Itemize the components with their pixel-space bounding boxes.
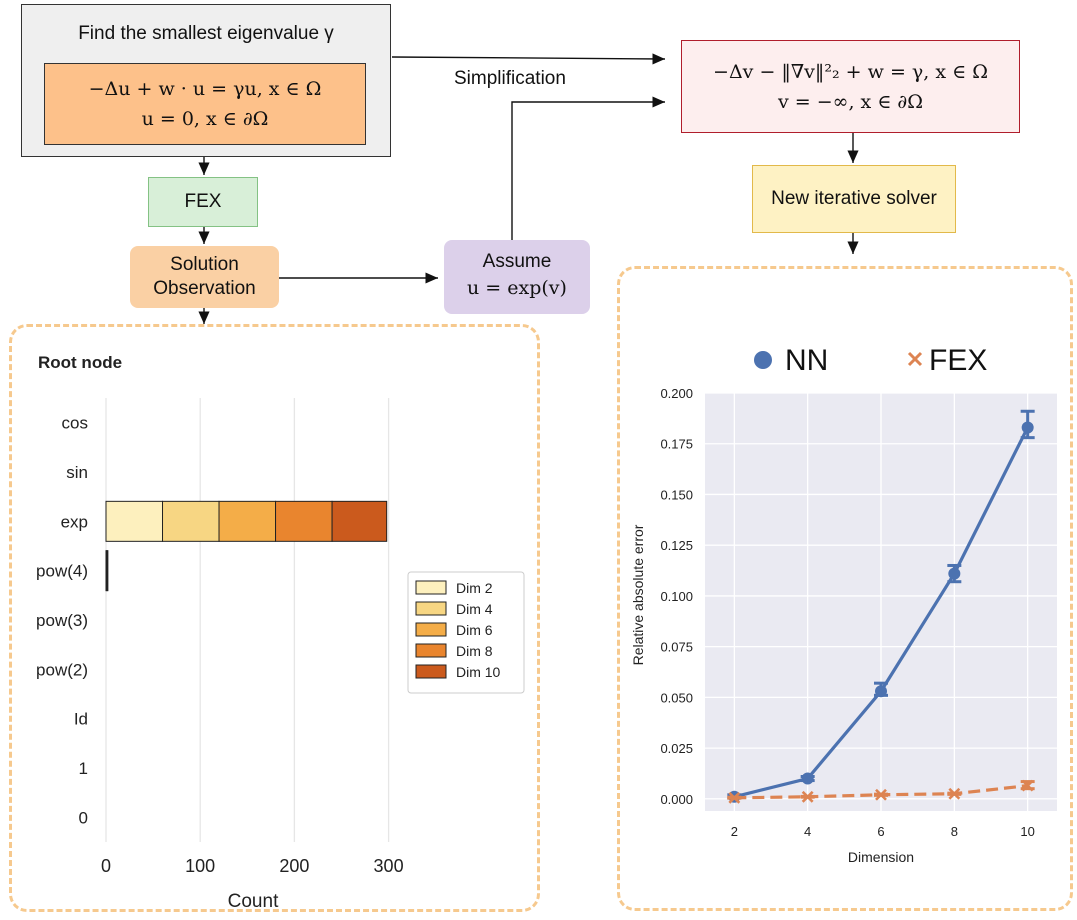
legend-swatch-dim-8 bbox=[415, 643, 447, 658]
line-chart-y-tick-label: 0.125 bbox=[660, 538, 693, 553]
bar-chart-x-tick-label: 200 bbox=[279, 856, 309, 876]
pde-equation-line-2: u = 0, x ∈ ∂Ω bbox=[141, 108, 269, 130]
legend-marker-nn bbox=[754, 351, 772, 369]
bar-exp-dim-2 bbox=[105, 500, 164, 542]
category-label-pow-2: pow(2) bbox=[36, 660, 88, 679]
legend-swatch-dim-2 bbox=[415, 580, 447, 595]
category-label-0: 0 bbox=[79, 808, 88, 827]
iterative-solver-label: New iterative solver bbox=[771, 188, 937, 209]
eigenvalue-problem-box: Find the smallest eigenvalue γ −Δu + w ·… bbox=[21, 4, 391, 157]
data-point-fex bbox=[948, 787, 961, 800]
error-chart-panel bbox=[617, 266, 1073, 911]
line-chart-y-tick-label: 0.175 bbox=[660, 437, 693, 452]
legend-label-dim-6: Dim 6 bbox=[456, 622, 493, 638]
transformed-pde-box: −Δv − ‖∇v‖²₂ + w = γ, x ∈ Ω v = −∞, x ∈ … bbox=[681, 40, 1020, 133]
bar-exp-dim-4 bbox=[162, 500, 220, 542]
fex-box: FEX bbox=[148, 177, 258, 227]
line-chart-x-tick-label: 4 bbox=[804, 824, 811, 839]
bar-chart-legend: Dim 2 Dim 4 Dim 6 Dim 8 Dim 10 bbox=[407, 571, 525, 694]
line-chart-x-tick-label: 10 bbox=[1020, 824, 1034, 839]
data-point-fex bbox=[728, 791, 741, 804]
pde-equation-box: −Δu + w · u = γu, x ∈ Ω u = 0, x ∈ ∂Ω bbox=[44, 63, 366, 145]
category-label-exp: exp bbox=[61, 512, 88, 531]
bar-chart-plot-area bbox=[106, 398, 398, 842]
assume-label: Assume bbox=[482, 251, 552, 272]
line-chart-grid bbox=[705, 392, 1057, 811]
bar-chart-x-tick-label: 0 bbox=[101, 856, 111, 876]
legend-label-dim-2: Dim 2 bbox=[456, 580, 493, 596]
line-chart-y-tick-label: 0.075 bbox=[660, 640, 693, 655]
bar-pow-4-dim-10 bbox=[106, 550, 109, 592]
root-node-panel bbox=[9, 324, 540, 912]
solution-observation-line-1: Solution bbox=[170, 254, 239, 275]
relative-error-line-chart: NN FEX 0.000 0.025 0.050 0.075 0.100 0.125 0.15… bbox=[630, 344, 1057, 865]
bar-chart-x-ticks: 0 100 200 300 bbox=[101, 856, 404, 876]
bar-chart-grid bbox=[105, 398, 398, 842]
line-chart-x-tick-label: 8 bbox=[951, 824, 958, 839]
line-chart-ticks: 0.000 0.025 0.050 0.075 0.100 0.125 0.150 0.175… bbox=[660, 386, 1034, 839]
bar-exp-dim-8 bbox=[275, 500, 333, 542]
legend-swatch-dim-10 bbox=[415, 664, 447, 679]
legend-label-fex: FEX bbox=[929, 344, 987, 377]
category-label-1: 1 bbox=[79, 759, 88, 778]
assume-box: Assume u = exp(v) bbox=[444, 240, 590, 314]
line-chart-x-tick-label: 2 bbox=[731, 824, 738, 839]
data-point-nn bbox=[948, 567, 961, 580]
solution-observation-box: Solution Observation bbox=[130, 246, 279, 308]
root-node-title: Root node bbox=[38, 353, 122, 372]
bar-chart-x-axis-label: Count bbox=[228, 891, 279, 912]
eigenvalue-title: Find the smallest eigenvalue γ bbox=[78, 23, 334, 44]
legend-label-dim-8: Dim 8 bbox=[456, 643, 493, 659]
arrow-eigen-to-new-pde bbox=[391, 53, 666, 65]
root-node-bar-chart: Root node cos sin exp pow(4) pow(3) pow(2) Id 1… bbox=[36, 353, 525, 912]
bar-chart-category-labels: cos sin exp pow(4) pow(3) pow(2) Id 1 0 bbox=[36, 414, 88, 828]
legend-label-dim-10: Dim 10 bbox=[456, 664, 501, 680]
line-chart-y-tick-label: 0.100 bbox=[660, 589, 693, 604]
bar-chart-x-tick-label: 100 bbox=[185, 856, 215, 876]
legend-swatch-dim-4 bbox=[415, 601, 447, 616]
legend-marker-fex bbox=[907, 351, 923, 367]
bar-exp-dim-6 bbox=[218, 500, 277, 542]
line-chart-legend: NN FEX bbox=[754, 344, 987, 377]
data-point-nn bbox=[801, 772, 814, 785]
line-chart-y-tick-label: 0.000 bbox=[660, 792, 693, 807]
transformed-pde-line-1: −Δv − ‖∇v‖²₂ + w = γ, x ∈ Ω bbox=[713, 60, 988, 83]
transformed-pde-line-2: v = −∞, x ∈ ∂Ω bbox=[778, 90, 923, 113]
category-label-pow-4: pow(4) bbox=[36, 562, 88, 581]
category-label-sin: sin bbox=[66, 463, 88, 482]
data-point-nn bbox=[875, 685, 887, 698]
line-chart-series bbox=[727, 409, 1035, 804]
data-point-nn bbox=[1021, 421, 1034, 434]
category-label-id: Id bbox=[74, 710, 88, 729]
line-chart-y-axis-label: Relative absolute error bbox=[630, 524, 646, 665]
legend-swatch-dim-6 bbox=[415, 622, 447, 637]
data-point-fex bbox=[801, 790, 814, 803]
pde-equation-line-1: −Δu + w · u = γu, x ∈ Ω bbox=[88, 78, 322, 100]
line-chart-y-tick-label: 0.050 bbox=[660, 690, 693, 705]
legend-label-nn: NN bbox=[785, 344, 828, 377]
simplification-label: Simplification bbox=[454, 68, 566, 89]
category-label-cos: cos bbox=[62, 414, 88, 433]
bar-exp-dim-10 bbox=[331, 500, 388, 542]
line-chart-y-tick-label: 0.025 bbox=[660, 741, 693, 756]
data-point-fex bbox=[1021, 779, 1034, 792]
bar-chart-bars bbox=[105, 500, 388, 592]
fex-label: FEX bbox=[184, 191, 222, 212]
line-chart-y-tick-label: 0.150 bbox=[660, 487, 693, 502]
arrow-assume-to-new-pde bbox=[511, 96, 665, 240]
bar-chart-x-tick-label: 300 bbox=[374, 856, 404, 876]
solution-observation-line-2: Observation bbox=[153, 278, 256, 299]
legend-label-dim-4: Dim 4 bbox=[456, 601, 493, 617]
category-label-pow-3: pow(3) bbox=[36, 611, 88, 630]
data-point-fex bbox=[875, 788, 887, 801]
line-chart-x-tick-label: 6 bbox=[877, 824, 884, 839]
assume-equation: u = exp(v) bbox=[467, 277, 567, 299]
iterative-solver-box: New iterative solver bbox=[752, 165, 956, 233]
line-chart-x-axis-label: Dimension bbox=[848, 849, 914, 865]
line-chart-y-tick-label: 0.200 bbox=[660, 386, 693, 401]
